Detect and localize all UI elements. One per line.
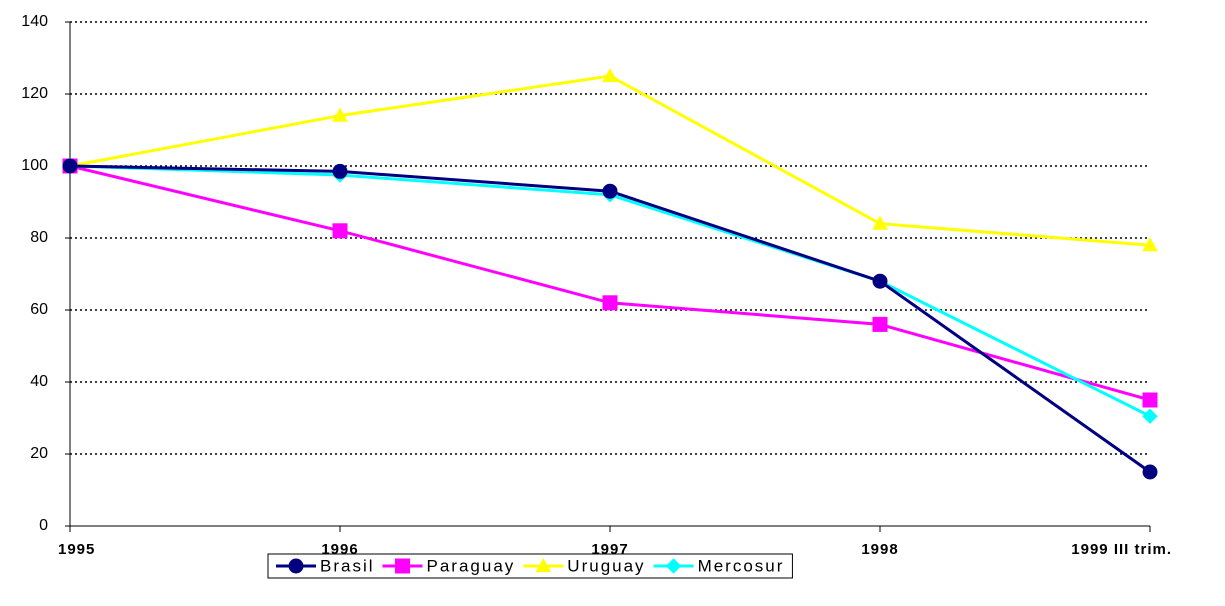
marker (602, 183, 618, 199)
legend-label: Mercosur (698, 556, 785, 575)
marker (665, 558, 682, 574)
marker (395, 558, 411, 574)
marker (872, 215, 888, 230)
x-tick-label: 1999 III trim. (1071, 541, 1172, 558)
legend: Brasil Paraguay Uruguay Mercosur (267, 553, 793, 579)
marker (1142, 464, 1158, 480)
marker (332, 223, 348, 239)
marker (1142, 408, 1158, 424)
marker (332, 107, 348, 122)
marker (332, 163, 348, 179)
marker (872, 273, 888, 289)
y-tick-label: 0 (39, 517, 48, 534)
legend-label: Brasil (320, 556, 375, 575)
y-tick-label: 40 (30, 373, 48, 390)
legend-label: Uruguay (567, 556, 645, 575)
marker (602, 67, 618, 83)
series-line (69, 164, 1151, 474)
marker (872, 316, 888, 332)
y-tick-label: 140 (21, 13, 48, 30)
legend-label: Paraguay (427, 556, 516, 575)
y-tick-label: 80 (30, 229, 48, 246)
y-tick-label: 100 (21, 157, 48, 174)
marker (62, 158, 78, 174)
marker (535, 557, 552, 573)
marker (602, 295, 618, 311)
series-line (69, 74, 1151, 247)
y-tick-label: 60 (30, 301, 48, 318)
marker (288, 558, 304, 574)
x-tick-label: 1998 (861, 541, 898, 558)
x-tick-label: 1995 (58, 541, 95, 558)
y-tick-label: 20 (30, 445, 48, 462)
y-tick-label: 120 (21, 85, 48, 102)
marker (1142, 237, 1158, 252)
marker (1142, 392, 1158, 408)
